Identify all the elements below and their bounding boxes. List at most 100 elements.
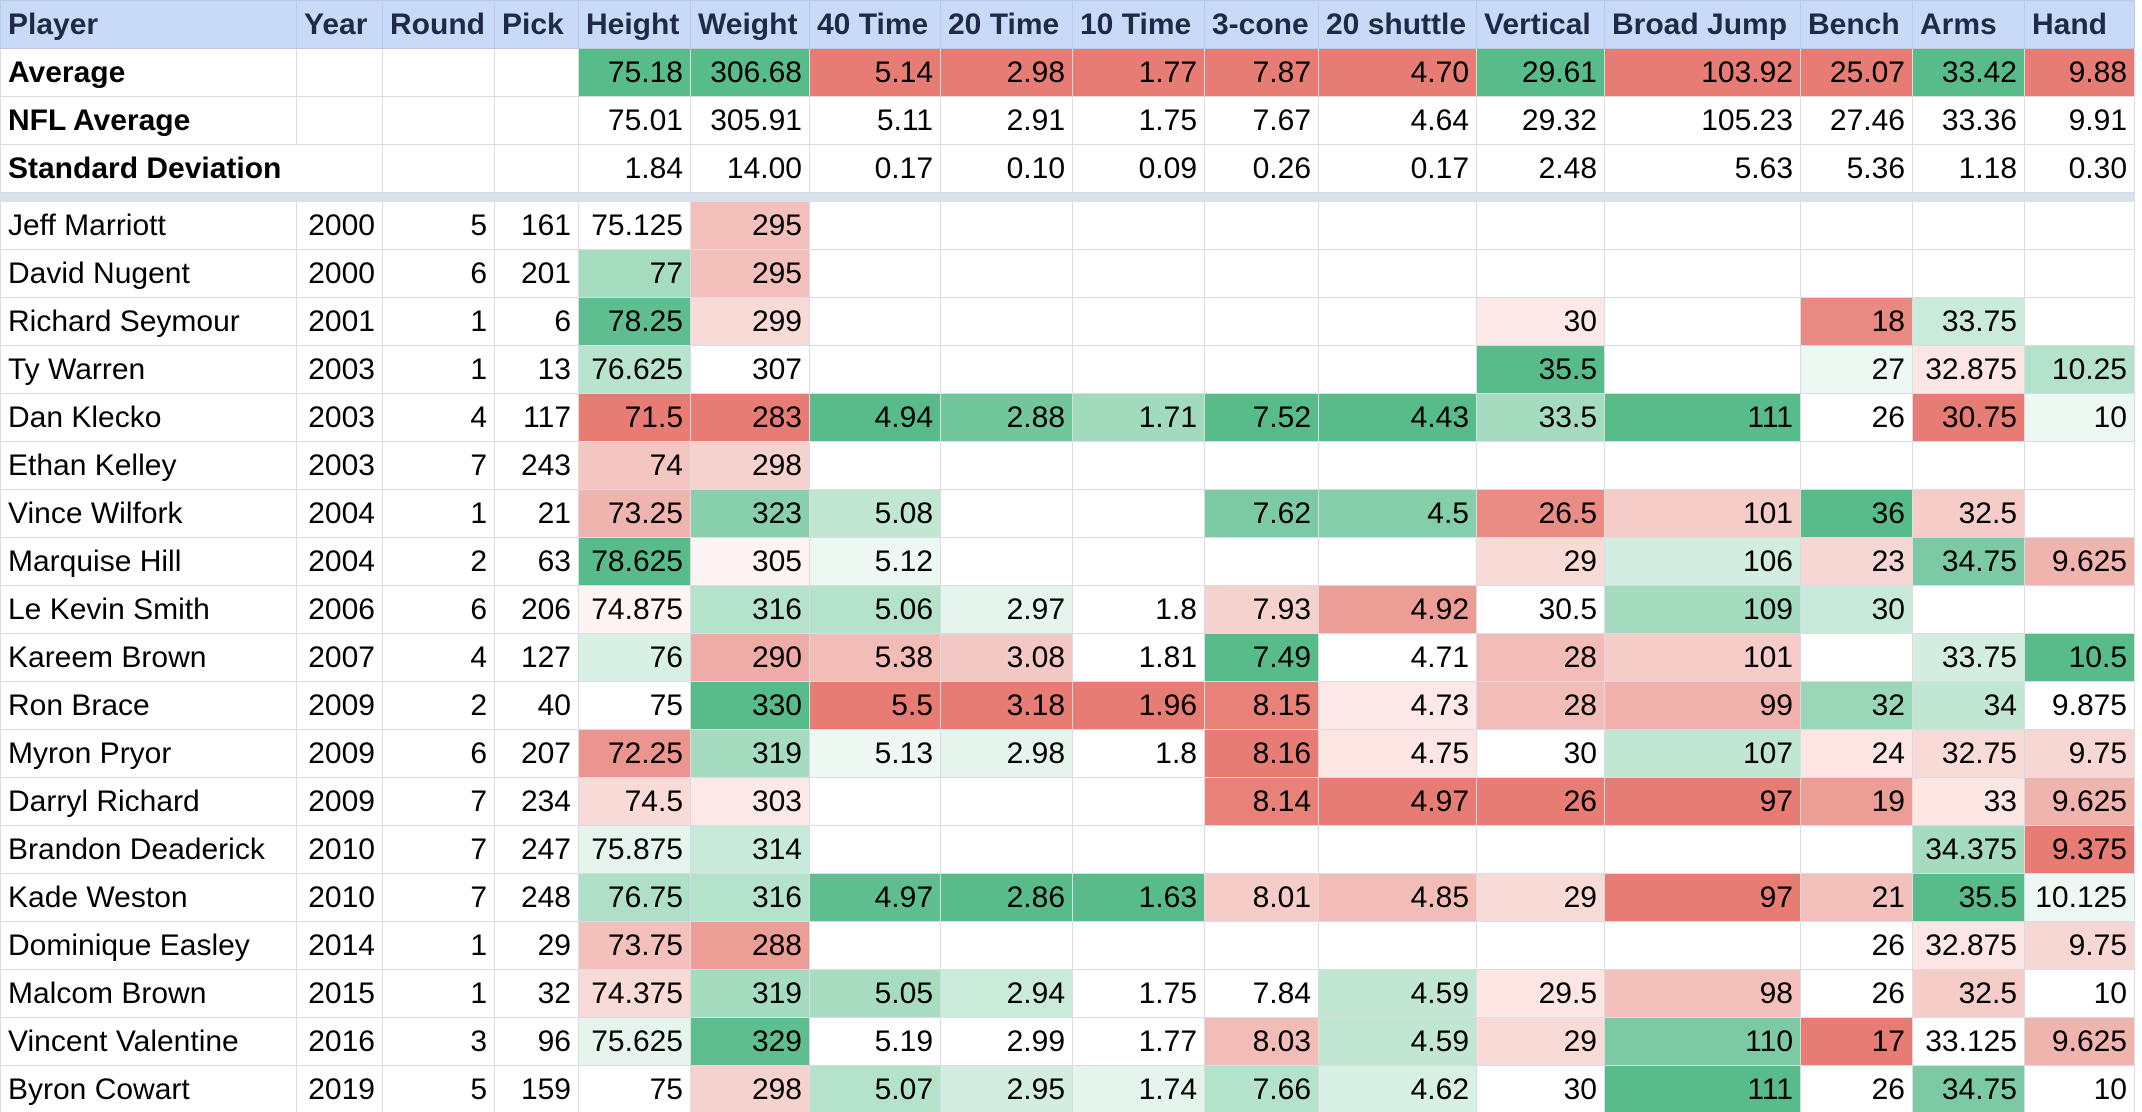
stat-cell-pick[interactable]: 206	[494, 585, 579, 634]
stat-cell-20-time[interactable]: 3.08	[940, 633, 1073, 682]
summary-cell[interactable]	[296, 48, 383, 97]
stat-cell-year[interactable]: 2014	[296, 921, 383, 970]
player-name-cell[interactable]: Ron Brace	[0, 681, 297, 730]
stat-cell-weight[interactable]: 314	[690, 825, 810, 874]
summary-cell[interactable]: 4.64	[1318, 96, 1477, 145]
stat-cell-weight[interactable]: 305	[690, 537, 810, 586]
frozen-row-divider[interactable]	[0, 192, 2135, 202]
stat-cell-broad-jump[interactable]	[1604, 441, 1801, 490]
summary-cell[interactable]: 1.84	[578, 144, 691, 193]
stat-cell-20-time[interactable]	[940, 345, 1073, 394]
player-name-cell[interactable]: Jeff Marriott	[0, 201, 297, 250]
stat-cell-arms[interactable]	[1912, 585, 2025, 634]
stat-cell-round[interactable]: 7	[382, 777, 495, 826]
column-header-40-time[interactable]: 40 Time	[809, 0, 941, 49]
stat-cell-bench[interactable]: 17	[1800, 1017, 1913, 1066]
stat-cell-3-cone[interactable]: 8.14	[1204, 777, 1319, 826]
stat-cell-20-shuttle[interactable]: 4.92	[1318, 585, 1477, 634]
stat-cell-bench[interactable]: 23	[1800, 537, 1913, 586]
stat-cell-hand[interactable]: 9.375	[2024, 825, 2135, 874]
stat-cell-vertical[interactable]: 35.5	[1476, 345, 1605, 394]
stat-cell-10-time[interactable]	[1072, 201, 1205, 250]
player-name-cell[interactable]: Le Kevin Smith	[0, 585, 297, 634]
stat-cell-hand[interactable]	[2024, 249, 2135, 298]
stat-cell-3-cone[interactable]: 7.93	[1204, 585, 1319, 634]
summary-cell[interactable]: 0.17	[809, 144, 941, 193]
stat-cell-vertical[interactable]: 30	[1476, 1065, 1605, 1112]
summary-cell[interactable]: 25.07	[1800, 48, 1913, 97]
column-header-3-cone[interactable]: 3-cone	[1204, 0, 1319, 49]
stat-cell-3-cone[interactable]	[1204, 201, 1319, 250]
summary-cell[interactable]: 1.77	[1072, 48, 1205, 97]
stat-cell-40-time[interactable]	[809, 201, 941, 250]
stat-cell-10-time[interactable]: 1.63	[1072, 873, 1205, 922]
stat-cell-hand[interactable]: 9.75	[2024, 729, 2135, 778]
stat-cell-year[interactable]: 2000	[296, 249, 383, 298]
stat-cell-40-time[interactable]	[809, 345, 941, 394]
stat-cell-weight[interactable]: 319	[690, 729, 810, 778]
stat-cell-pick[interactable]: 201	[494, 249, 579, 298]
stat-cell-20-shuttle[interactable]	[1318, 249, 1477, 298]
player-name-cell[interactable]: Brandon Deaderick	[0, 825, 297, 874]
stat-cell-year[interactable]: 2010	[296, 873, 383, 922]
stat-cell-pick[interactable]: 63	[494, 537, 579, 586]
summary-cell[interactable]: 9.91	[2024, 96, 2135, 145]
stat-cell-height[interactable]: 75.625	[578, 1017, 691, 1066]
stat-cell-3-cone[interactable]	[1204, 825, 1319, 874]
stat-cell-hand[interactable]: 10	[2024, 1065, 2135, 1112]
stat-cell-bench[interactable]: 26	[1800, 1065, 1913, 1112]
stat-cell-hand[interactable]: 10.5	[2024, 633, 2135, 682]
stat-cell-broad-jump[interactable]: 99	[1604, 681, 1801, 730]
stat-cell-round[interactable]: 7	[382, 825, 495, 874]
stat-cell-10-time[interactable]	[1072, 489, 1205, 538]
column-header-player[interactable]: Player	[0, 0, 297, 49]
stat-cell-height[interactable]: 76.75	[578, 873, 691, 922]
summary-cell[interactable]	[382, 144, 495, 193]
stat-cell-year[interactable]: 2015	[296, 969, 383, 1018]
stat-cell-round[interactable]: 1	[382, 489, 495, 538]
stat-cell-hand[interactable]	[2024, 441, 2135, 490]
stat-cell-broad-jump[interactable]	[1604, 825, 1801, 874]
summary-cell[interactable]	[494, 96, 579, 145]
summary-label[interactable]: Average	[0, 48, 297, 97]
stat-cell-year[interactable]: 2004	[296, 537, 383, 586]
stat-cell-year[interactable]: 2003	[296, 393, 383, 442]
stat-cell-pick[interactable]: 127	[494, 633, 579, 682]
stat-cell-10-time[interactable]	[1072, 249, 1205, 298]
stat-cell-40-time[interactable]: 5.13	[809, 729, 941, 778]
stat-cell-20-shuttle[interactable]	[1318, 441, 1477, 490]
stat-cell-height[interactable]: 74	[578, 441, 691, 490]
stat-cell-hand[interactable]: 10.125	[2024, 873, 2135, 922]
summary-cell[interactable]	[382, 48, 495, 97]
stat-cell-20-shuttle[interactable]: 4.59	[1318, 1017, 1477, 1066]
stat-cell-broad-jump[interactable]: 107	[1604, 729, 1801, 778]
player-name-cell[interactable]: Kareem Brown	[0, 633, 297, 682]
stat-cell-pick[interactable]: 117	[494, 393, 579, 442]
stat-cell-arms[interactable]	[1912, 201, 2025, 250]
stat-cell-20-shuttle[interactable]	[1318, 345, 1477, 394]
stat-cell-pick[interactable]: 40	[494, 681, 579, 730]
stat-cell-weight[interactable]: 323	[690, 489, 810, 538]
stat-cell-3-cone[interactable]	[1204, 249, 1319, 298]
stat-cell-40-time[interactable]	[809, 249, 941, 298]
column-header-year[interactable]: Year	[296, 0, 383, 49]
stat-cell-round[interactable]: 7	[382, 441, 495, 490]
stat-cell-weight[interactable]: 295	[690, 249, 810, 298]
stat-cell-40-time[interactable]	[809, 921, 941, 970]
summary-cell[interactable]: 1.18	[1912, 144, 2025, 193]
stat-cell-20-shuttle[interactable]	[1318, 297, 1477, 346]
stat-cell-vertical[interactable]	[1476, 441, 1605, 490]
summary-cell[interactable]: 105.23	[1604, 96, 1801, 145]
player-name-cell[interactable]: Vincent Valentine	[0, 1017, 297, 1066]
stat-cell-40-time[interactable]	[809, 297, 941, 346]
stat-cell-40-time[interactable]: 5.12	[809, 537, 941, 586]
summary-cell[interactable]: 75.01	[578, 96, 691, 145]
summary-cell[interactable]: 33.42	[1912, 48, 2025, 97]
stat-cell-10-time[interactable]	[1072, 441, 1205, 490]
stat-cell-20-time[interactable]	[940, 201, 1073, 250]
stat-cell-year[interactable]: 2006	[296, 585, 383, 634]
stat-cell-round[interactable]: 3	[382, 1017, 495, 1066]
stat-cell-arms[interactable]: 33	[1912, 777, 2025, 826]
stat-cell-20-shuttle[interactable]: 4.71	[1318, 633, 1477, 682]
stat-cell-40-time[interactable]: 5.08	[809, 489, 941, 538]
